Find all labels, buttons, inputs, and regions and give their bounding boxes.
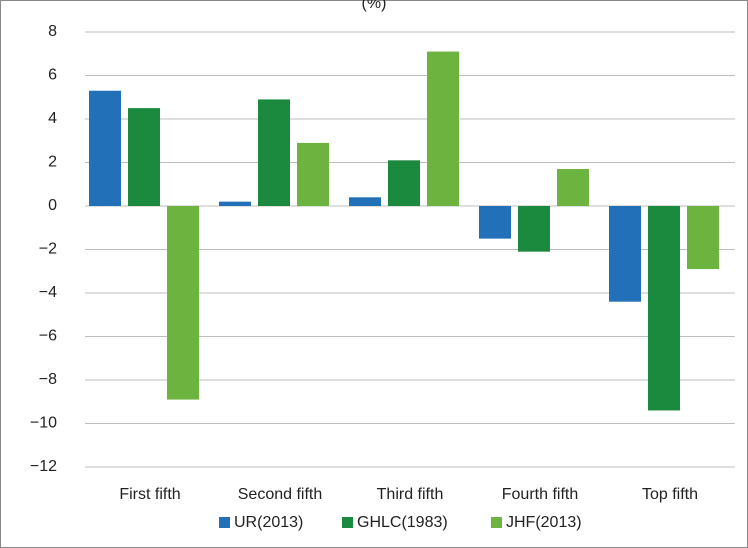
y-tick-label: 8 bbox=[48, 23, 57, 40]
legend-label: JHF(2013) bbox=[506, 514, 582, 531]
bar bbox=[687, 206, 719, 270]
bar bbox=[219, 201, 251, 206]
chart-title: (%) bbox=[362, 0, 387, 12]
y-tick-label: −10 bbox=[30, 415, 57, 432]
bar bbox=[557, 169, 589, 206]
y-tick-label: −12 bbox=[30, 458, 57, 475]
legend-swatch bbox=[491, 517, 502, 528]
y-tick-label: −4 bbox=[39, 284, 57, 301]
y-tick-label: 0 bbox=[48, 197, 57, 214]
x-tick-label: Fourth fifth bbox=[502, 486, 578, 503]
bar bbox=[297, 142, 329, 206]
x-tick-label: Top fifth bbox=[642, 486, 698, 503]
bar bbox=[518, 206, 550, 252]
y-tick-label: −8 bbox=[39, 371, 57, 388]
bar bbox=[479, 206, 511, 239]
y-tick-label: 2 bbox=[48, 154, 57, 171]
x-tick-label: Second fifth bbox=[238, 486, 323, 503]
bar bbox=[609, 206, 641, 302]
legend-label: GHLC(1983) bbox=[357, 514, 448, 531]
x-tick-label: First fifth bbox=[119, 486, 180, 503]
x-tick-label: Third fifth bbox=[377, 486, 444, 503]
y-tick-label: −6 bbox=[39, 328, 57, 345]
bar bbox=[648, 206, 680, 411]
y-tick-label: 4 bbox=[48, 110, 57, 127]
bar bbox=[388, 160, 420, 206]
bar bbox=[258, 99, 290, 206]
bar bbox=[427, 51, 459, 207]
bar bbox=[167, 206, 199, 400]
bar bbox=[89, 90, 121, 206]
legend-label: UR(2013) bbox=[234, 514, 303, 531]
legend-swatch bbox=[219, 517, 230, 528]
y-tick-label: −2 bbox=[39, 241, 57, 258]
y-tick-label: 6 bbox=[48, 67, 57, 84]
bar bbox=[349, 197, 381, 206]
bar bbox=[128, 108, 160, 206]
legend-swatch bbox=[342, 517, 353, 528]
